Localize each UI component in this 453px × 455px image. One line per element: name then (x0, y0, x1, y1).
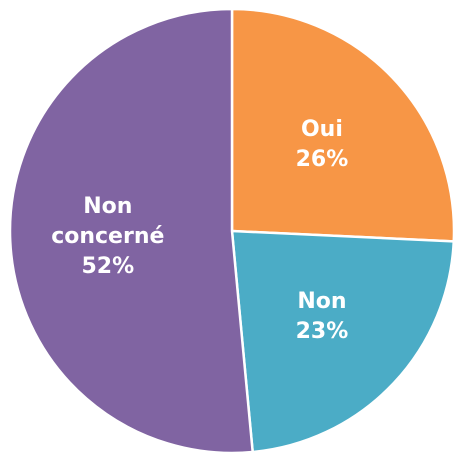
pie-slices (8, 7, 453, 455)
pie-slice-label-3: Non concerné 52% (51, 194, 164, 279)
slice-category-label: concerné (51, 224, 164, 249)
pie-labels: Oui 26% Non 23% Non concerné 52% (51, 117, 348, 344)
slice-category-label: Non (297, 289, 346, 314)
slice-value-label: 23% (296, 319, 349, 344)
pie-slice-label-2: Non 23% (296, 289, 349, 344)
pie-slice-1 (230, 7, 453, 243)
pie-slice-label-1: Oui 26% (296, 117, 349, 172)
slice-value-label: 26% (296, 147, 349, 172)
slice-category-label: Oui (301, 117, 343, 142)
slice-value-label: 52% (81, 254, 134, 279)
pie-slice-3 (8, 7, 255, 455)
pie-slice-2 (230, 229, 453, 454)
slice-category-label: Non (83, 194, 132, 219)
